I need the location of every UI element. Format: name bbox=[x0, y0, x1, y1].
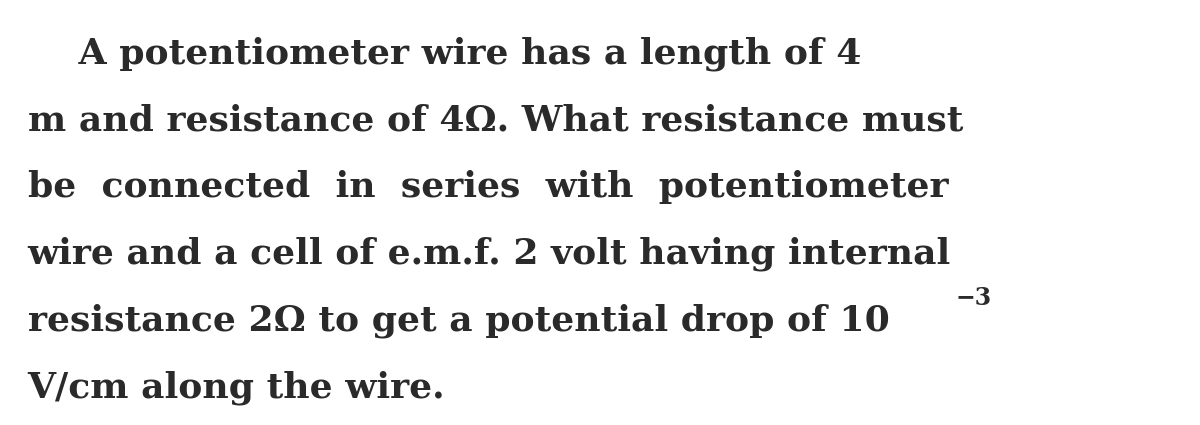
Text: m and resistance of 4Ω. What resistance must: m and resistance of 4Ω. What resistance … bbox=[28, 104, 962, 138]
Text: A potentiometer wire has a length of 4: A potentiometer wire has a length of 4 bbox=[28, 37, 860, 71]
Text: wire and a cell of e.m.f. 2 volt having internal: wire and a cell of e.m.f. 2 volt having … bbox=[28, 237, 950, 272]
Text: be  connected  in  series  with  potentiometer: be connected in series with potentiomete… bbox=[28, 170, 948, 204]
Text: resistance 2Ω to get a potential drop of 10: resistance 2Ω to get a potential drop of… bbox=[28, 303, 889, 338]
Text: −3: −3 bbox=[956, 286, 992, 310]
Text: V/cm along the wire.: V/cm along the wire. bbox=[28, 370, 445, 405]
